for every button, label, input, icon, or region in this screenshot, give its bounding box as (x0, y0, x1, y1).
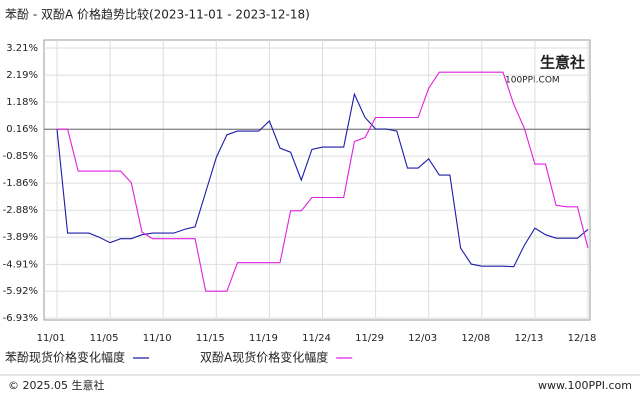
y-tick-label: -0.85% (3, 151, 38, 162)
footer-site: www.100PPI.com (538, 379, 632, 392)
watermark-url: 100PPI.COM (505, 76, 560, 86)
x-tick-label: 11/24 (302, 333, 331, 344)
chart-title: 苯酚 - 双酚A 价格趋势比较(2023-11-01 - 2023-12-18) (5, 7, 310, 22)
series-line (57, 71, 589, 292)
y-tick-label: -2.88% (3, 205, 38, 216)
y-tick-label: -5.92% (3, 286, 38, 297)
y-tick-label: -6.93% (3, 313, 38, 324)
x-tick-label: 12/13 (514, 333, 543, 344)
x-tick-label: 12/18 (568, 333, 597, 344)
y-tick-label: 1.18% (6, 97, 38, 108)
x-tick-label: 11/29 (355, 333, 384, 344)
y-tick-label: -3.89% (3, 232, 38, 243)
footer-copyright: © 2025.05 生意社 (8, 378, 104, 392)
x-tick-label: 11/15 (196, 333, 225, 344)
plot-frame (43, 39, 591, 321)
y-tick-label: 3.21% (6, 43, 38, 54)
x-tick-label: 11/19 (249, 333, 278, 344)
x-tick-label: 11/10 (143, 333, 172, 344)
legend-label: 双酚A现货价格变化幅度 (200, 350, 328, 365)
legend-label: 苯酚现货价格变化幅度 (5, 350, 125, 365)
y-tick-label: -1.86% (3, 178, 38, 189)
y-tick-label: 2.19% (6, 70, 38, 81)
x-tick-label: 12/03 (408, 333, 437, 344)
x-tick-label: 11/05 (90, 333, 119, 344)
x-tick-label: 11/01 (37, 333, 66, 344)
y-tick-label: -4.91% (3, 259, 38, 270)
x-tick-label: 12/08 (461, 333, 490, 344)
y-tick-label: 0.16% (6, 124, 38, 135)
watermark-name: 生意社 (540, 54, 585, 72)
